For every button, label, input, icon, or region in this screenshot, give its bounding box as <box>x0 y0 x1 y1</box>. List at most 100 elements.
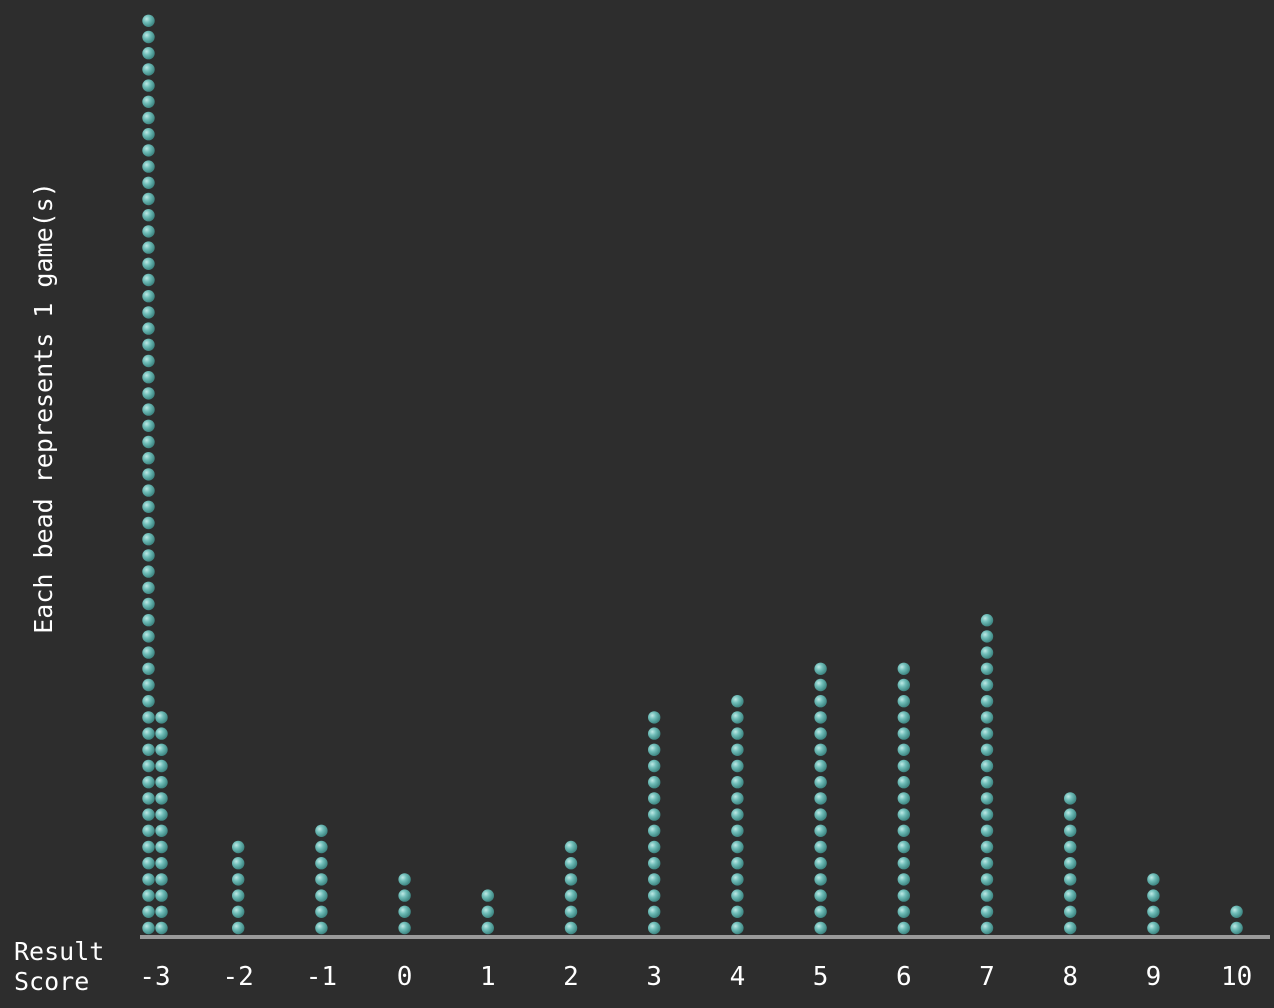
bead <box>980 824 994 837</box>
bead <box>648 873 661 886</box>
bead <box>142 565 155 578</box>
bead <box>142 241 155 254</box>
bead <box>155 921 168 935</box>
bead <box>731 759 744 773</box>
bead <box>142 30 155 44</box>
bead <box>155 743 168 756</box>
x-tick-label: 2 <box>563 962 579 992</box>
bead <box>897 808 910 821</box>
bead <box>142 759 155 773</box>
bead <box>142 695 155 708</box>
bead <box>142 711 155 724</box>
bead <box>731 776 744 789</box>
bead <box>814 792 827 805</box>
bead <box>731 727 744 740</box>
bead <box>897 759 910 773</box>
bead <box>897 776 910 789</box>
bead <box>142 743 155 756</box>
bead <box>1147 873 1160 886</box>
bead <box>648 840 661 854</box>
bead <box>142 290 155 303</box>
bead <box>142 873 155 886</box>
bead <box>814 905 827 918</box>
bead <box>648 711 661 724</box>
bead <box>980 646 994 659</box>
bead <box>142 662 155 675</box>
bead <box>1147 889 1160 902</box>
bead <box>315 824 328 837</box>
bead <box>398 873 411 886</box>
bead <box>731 889 744 902</box>
bead <box>814 824 827 837</box>
bead <box>648 792 661 805</box>
bead <box>142 387 155 400</box>
bead <box>142 338 155 351</box>
bead <box>155 857 168 870</box>
bead <box>1064 857 1077 870</box>
bead <box>814 743 827 756</box>
bead <box>142 500 155 513</box>
bead <box>232 921 245 935</box>
bead <box>481 905 494 918</box>
bead <box>1064 808 1077 821</box>
bead <box>142 468 155 481</box>
bead <box>142 176 155 189</box>
x-tick-label: -2 <box>223 962 254 992</box>
bead <box>155 759 168 773</box>
bead <box>980 662 994 675</box>
beads-layer <box>142 14 1243 935</box>
bead <box>142 857 155 870</box>
bead <box>315 873 328 886</box>
bead <box>1230 905 1243 918</box>
bead <box>142 209 155 222</box>
bead <box>142 646 155 659</box>
x-tick-label: 4 <box>730 962 746 992</box>
bead <box>814 695 827 708</box>
bead <box>142 824 155 837</box>
bead <box>648 776 661 789</box>
bead <box>142 727 155 740</box>
x-tick-label: 8 <box>1062 962 1078 992</box>
bead <box>897 857 910 870</box>
bead <box>315 857 328 870</box>
x-axis-label-result: Result <box>14 937 104 966</box>
bead <box>731 921 744 935</box>
bead <box>648 857 661 870</box>
bead <box>814 857 827 870</box>
bead <box>980 792 994 805</box>
bead <box>142 257 155 270</box>
bead <box>564 889 578 902</box>
bead <box>731 711 744 724</box>
bead <box>142 678 155 692</box>
bead <box>648 727 661 740</box>
bead <box>897 824 910 837</box>
bead <box>155 873 168 886</box>
bead <box>980 905 994 918</box>
bead <box>897 711 910 724</box>
bead <box>142 533 155 546</box>
bead <box>814 711 827 724</box>
x-tick-label: -1 <box>306 962 337 992</box>
bead <box>142 516 155 530</box>
bead <box>731 840 744 854</box>
bead <box>564 873 578 886</box>
bead <box>731 824 744 837</box>
bead <box>232 905 245 918</box>
bead <box>142 549 155 562</box>
bead <box>142 225 155 238</box>
bead <box>648 905 661 918</box>
bead <box>142 597 155 611</box>
bead <box>564 905 578 918</box>
bead <box>142 808 155 821</box>
x-tick-label: 10 <box>1221 962 1252 992</box>
bead <box>142 792 155 805</box>
x-tick-label: -3 <box>139 962 170 992</box>
bead <box>897 727 910 740</box>
bead <box>155 889 168 902</box>
bead <box>142 921 155 935</box>
bead <box>142 403 155 416</box>
bead <box>1064 792 1077 805</box>
bead <box>980 840 994 854</box>
